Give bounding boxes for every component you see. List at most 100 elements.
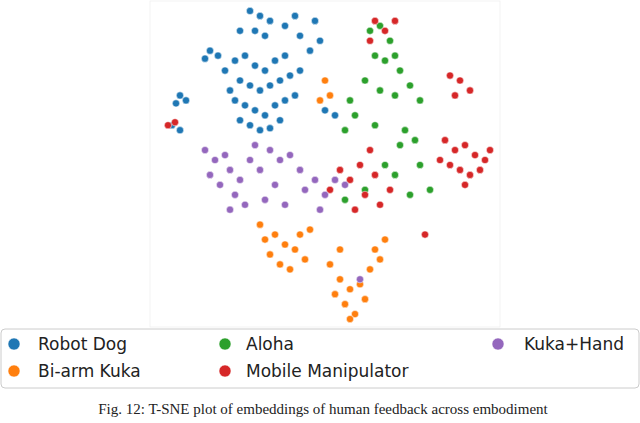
point — [291, 12, 298, 19]
point — [361, 296, 368, 303]
legend-marker — [492, 338, 504, 350]
series — [341, 22, 433, 203]
point — [201, 55, 208, 62]
point — [336, 166, 343, 173]
point — [426, 186, 433, 193]
point — [316, 206, 323, 213]
legend-label: Kuka+Hand — [524, 334, 624, 354]
point — [281, 52, 288, 59]
point — [346, 97, 353, 104]
point — [386, 186, 393, 193]
point — [311, 176, 318, 183]
point — [376, 87, 383, 94]
series — [256, 77, 388, 323]
point — [421, 231, 428, 238]
point — [266, 82, 273, 89]
point — [206, 47, 213, 54]
point — [406, 191, 413, 198]
point — [236, 117, 243, 124]
point — [451, 146, 458, 153]
point — [321, 77, 328, 84]
legend-marker — [219, 365, 231, 377]
point — [221, 151, 228, 158]
point — [281, 97, 288, 104]
point — [246, 82, 253, 89]
point — [341, 127, 348, 134]
point — [376, 201, 383, 208]
point — [461, 181, 468, 188]
point — [331, 112, 338, 119]
point — [276, 77, 283, 84]
point — [381, 27, 388, 34]
point — [266, 251, 273, 258]
point — [341, 301, 348, 308]
point — [296, 32, 303, 39]
point — [201, 146, 208, 153]
point — [271, 231, 278, 238]
point — [391, 52, 398, 59]
point — [416, 161, 423, 168]
point — [401, 127, 408, 134]
point — [321, 191, 328, 198]
point — [261, 112, 268, 119]
point — [366, 27, 373, 34]
point — [416, 97, 423, 104]
point — [371, 122, 378, 129]
point — [306, 47, 313, 54]
point — [291, 92, 298, 99]
point — [381, 236, 388, 243]
point — [436, 156, 443, 163]
point — [466, 171, 473, 178]
point — [281, 241, 288, 248]
point — [306, 226, 313, 233]
series — [201, 142, 363, 283]
point — [256, 87, 263, 94]
legend-label: Aloha — [246, 334, 294, 354]
point — [236, 77, 243, 84]
point — [351, 112, 358, 119]
point — [371, 171, 378, 178]
point — [226, 166, 233, 173]
point — [276, 261, 283, 268]
point — [261, 236, 268, 243]
point — [451, 92, 458, 99]
point — [296, 67, 303, 74]
point — [256, 166, 263, 173]
chart: Robot DogBi-arm KukaAlohaMobile Manipula… — [0, 0, 640, 423]
point — [461, 142, 468, 149]
point — [176, 92, 183, 99]
point — [456, 77, 463, 84]
point — [261, 67, 268, 74]
point — [376, 256, 383, 263]
point — [396, 142, 403, 149]
point — [251, 62, 258, 69]
point — [246, 156, 253, 163]
point — [371, 246, 378, 253]
point — [171, 119, 178, 126]
point — [366, 266, 373, 273]
point — [271, 181, 278, 188]
point — [271, 57, 278, 64]
point — [176, 127, 183, 134]
point — [471, 151, 478, 158]
point — [381, 57, 388, 64]
point — [316, 37, 323, 44]
point — [446, 161, 453, 168]
point — [386, 37, 393, 44]
point — [361, 77, 368, 84]
point — [341, 181, 348, 188]
legend-box — [1, 329, 639, 388]
legend-label: Bi-arm Kuka — [38, 361, 141, 381]
point — [486, 146, 493, 153]
point — [371, 17, 378, 24]
point — [336, 276, 343, 283]
point — [361, 191, 368, 198]
point — [311, 17, 318, 24]
plot-frame — [150, 1, 500, 327]
point — [261, 32, 268, 39]
point — [391, 17, 398, 24]
point — [301, 186, 308, 193]
point — [164, 122, 171, 129]
point — [411, 137, 418, 144]
point — [391, 171, 398, 178]
